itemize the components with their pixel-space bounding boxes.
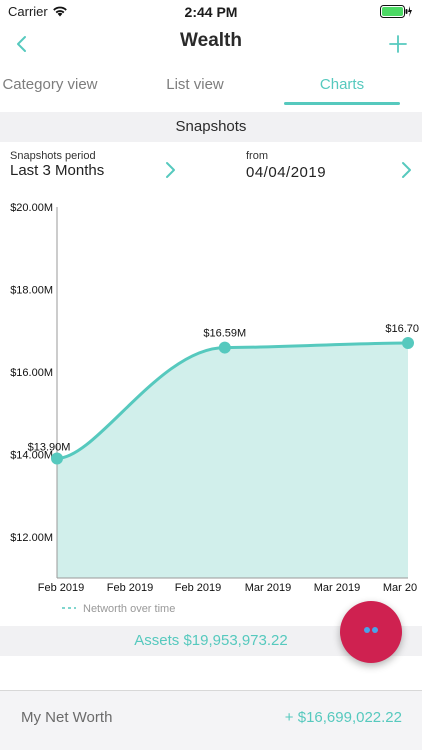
floating-action-button[interactable] [340,601,402,663]
snapshots-header [0,112,422,142]
from-chevron-right-icon[interactable] [399,161,413,179]
period-selector[interactable]: Last 3 Months [10,162,105,179]
carrier-label: Carrier [8,4,48,19]
active-tab-indicator [284,102,400,105]
data-label: $16.59M [203,328,246,340]
period-chevron-right-icon[interactable] [163,161,177,179]
x-tick-label: Feb 2019 [175,582,221,594]
legend-label: Networth over time [83,603,175,615]
back-chevron-icon[interactable] [12,34,32,54]
x-tick-label: Mar 2019 [314,582,360,594]
data-point [218,341,231,354]
x-tick-label: Mar 2019 [245,582,291,594]
battery-charging-icon [380,5,412,18]
y-tick-label: $14.00M [10,449,53,461]
tab-charts[interactable]: Charts [319,76,365,93]
x-tick-label: Feb 2019 [38,582,84,594]
from-label: from [246,150,268,162]
networth-area [57,343,408,578]
networth-chart: $20.00M $18.00M $16.00M $14.00M $12.00M $13.9… [10,202,419,615]
data-label: $13.90M [28,441,71,453]
from-date-selector[interactable]: 04/04/2019 [246,164,327,181]
y-tick-label: $18.00M [10,284,53,296]
net-worth-bar [0,691,422,750]
data-label: $16.70 [385,323,419,335]
net-worth-value: + $16,699,022.22 [284,709,402,726]
x-tick-label: Mar 20 [383,582,417,594]
wifi-icon [53,6,67,17]
y-tick-label: $12.00M [10,532,53,544]
dots-icon [364,627,378,633]
tab-list-view[interactable]: List view [166,76,224,93]
status-time: 2:44 PM [184,4,238,20]
y-tick-label: $20.00M [10,202,53,214]
data-point [51,452,63,465]
snapshots-title: Snapshots [175,118,247,135]
y-tick-label: $16.00M [10,367,53,379]
view-tabs: Category view List view Charts [0,70,422,110]
add-plus-icon[interactable] [388,34,408,54]
data-point [402,337,414,350]
net-worth-label: My Net Worth [21,709,113,726]
x-tick-label: Feb 2019 [107,582,153,594]
assets-total: Assets $19,953,973.22 [134,632,288,649]
period-label: Snapshots period [10,150,96,162]
divider [0,690,422,691]
page-title: Wealth [180,30,242,51]
tab-category-view[interactable]: Category view [2,76,98,93]
status-bar: Carrier 2:44 PM [0,0,422,24]
